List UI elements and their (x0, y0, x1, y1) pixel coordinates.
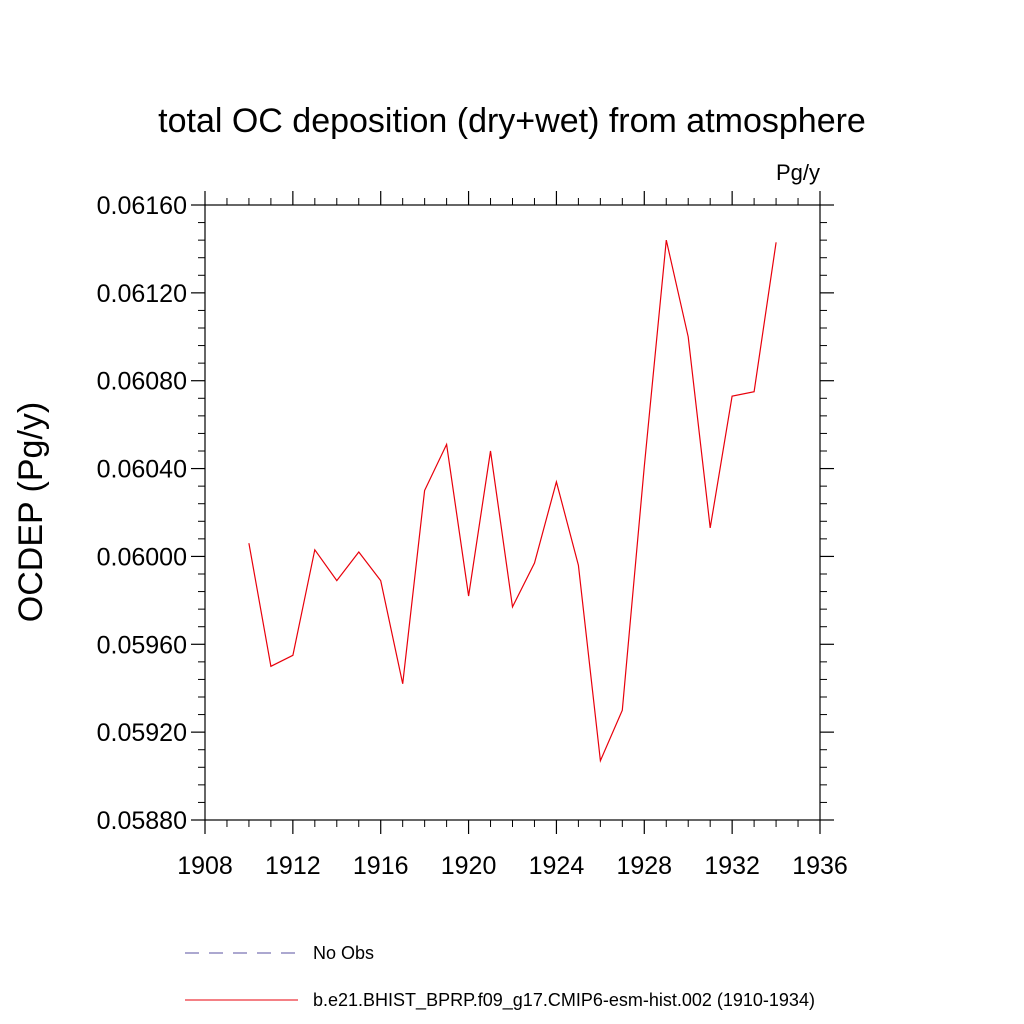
legend-entry: No Obs (313, 943, 374, 963)
x-tick-label: 1928 (616, 852, 672, 880)
y-tick-label: 0.05960 (97, 631, 187, 659)
series-line-0 (248, 239, 777, 764)
y-tick-label: 0.05880 (97, 807, 187, 835)
x-tick-label: 1924 (529, 852, 585, 880)
y-tick-label: 0.06160 (97, 192, 187, 220)
chart-title: total OC deposition (dry+wet) from atmos… (158, 102, 866, 140)
x-tick-label: 1932 (704, 852, 760, 880)
y-tick-label: 0.06120 (97, 280, 187, 308)
legend: No Obs b.e21.BHIST_BPRP.f09_g17.CMIP6-esm… (185, 943, 815, 1011)
series-layer (248, 239, 777, 764)
x-tick-label: 1916 (353, 852, 409, 880)
y-tick-label: 0.06040 (97, 456, 187, 484)
x-tick-label: 1920 (441, 852, 497, 880)
x-tick-label: 1936 (792, 852, 848, 880)
ticks: 1908 1912 1916 1920 1924 1928 1932 1936 0.05880 0… (97, 191, 848, 880)
y-tick-label: 0.06000 (97, 543, 187, 571)
y-tick-label: 0.05920 (97, 719, 187, 747)
plot-frame (204, 204, 821, 821)
y-tick-label: 0.06080 (97, 368, 187, 396)
x-tick-label: 1908 (177, 852, 233, 880)
legend-entry: b.e21.BHIST_BPRP.f09_g17.CMIP6-esm-hist.… (313, 990, 815, 1011)
units-label: Pg/y (776, 160, 820, 185)
y-axis-label: OCDEP (Pg/y) (12, 402, 50, 622)
x-tick-label: 1912 (265, 852, 321, 880)
